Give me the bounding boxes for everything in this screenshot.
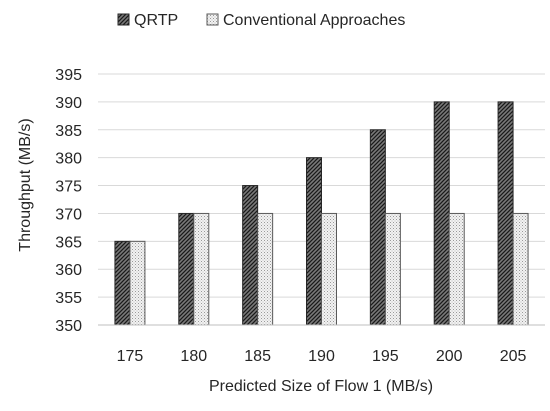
bar-qrtp-205	[497, 101, 514, 326]
y-axis-title: Throughput (MB/s)	[17, 118, 34, 251]
bar-conventional-180	[193, 212, 210, 326]
bar-qrtp-180	[178, 212, 195, 326]
x-tick-label-190: 190	[308, 348, 335, 365]
x-axis-title: Predicted Size of Flow 1 (MB/s)	[209, 378, 433, 395]
bar-conventional-205	[512, 212, 529, 326]
bar-qrtp-195	[369, 129, 386, 326]
bar-conventional-195	[384, 212, 401, 326]
bar-qrtp-185	[242, 185, 259, 326]
bar-qrtp-200	[433, 101, 450, 326]
y-tick-label-370: 370	[55, 206, 82, 223]
bar-conventional-190	[321, 212, 337, 326]
x-tick-label-175: 175	[117, 348, 144, 365]
y-tick-label-365: 365	[55, 234, 82, 251]
x-tick-label-205: 205	[500, 348, 527, 365]
x-tick-label-185: 185	[244, 348, 271, 365]
x-tick-label-180: 180	[180, 348, 207, 365]
y-tick-label-360: 360	[55, 262, 82, 279]
legend-swatch-conventional	[206, 13, 219, 26]
y-tick-label-395: 395	[55, 67, 82, 84]
bar-conventional-175	[129, 240, 146, 326]
y-tick-label-355: 355	[55, 290, 82, 307]
y-tick-label-380: 380	[55, 151, 82, 168]
axes: 350 355 360 365 370 375 380 385 390 395 175 180 185 1…	[55, 67, 545, 365]
y-tick-label-385: 385	[55, 123, 82, 140]
legend-swatch-qrtp	[117, 13, 130, 26]
bar-qrtp-175	[114, 240, 131, 326]
x-tick-label-200: 200	[436, 348, 463, 365]
x-tick-label-195: 195	[372, 348, 399, 365]
y-tick-label-390: 390	[55, 95, 82, 112]
bars	[114, 101, 529, 326]
legend: QRTP Conventional Approaches	[117, 12, 405, 29]
bar-conventional-185	[257, 212, 274, 326]
legend-label-qrtp: QRTP	[134, 12, 178, 29]
bar-qrtp-190	[306, 157, 322, 326]
y-tick-label-350: 350	[55, 318, 82, 335]
legend-label-conventional: Conventional Approaches	[223, 12, 405, 29]
bar-conventional-200	[448, 212, 465, 326]
y-tick-label-375: 375	[55, 179, 82, 196]
